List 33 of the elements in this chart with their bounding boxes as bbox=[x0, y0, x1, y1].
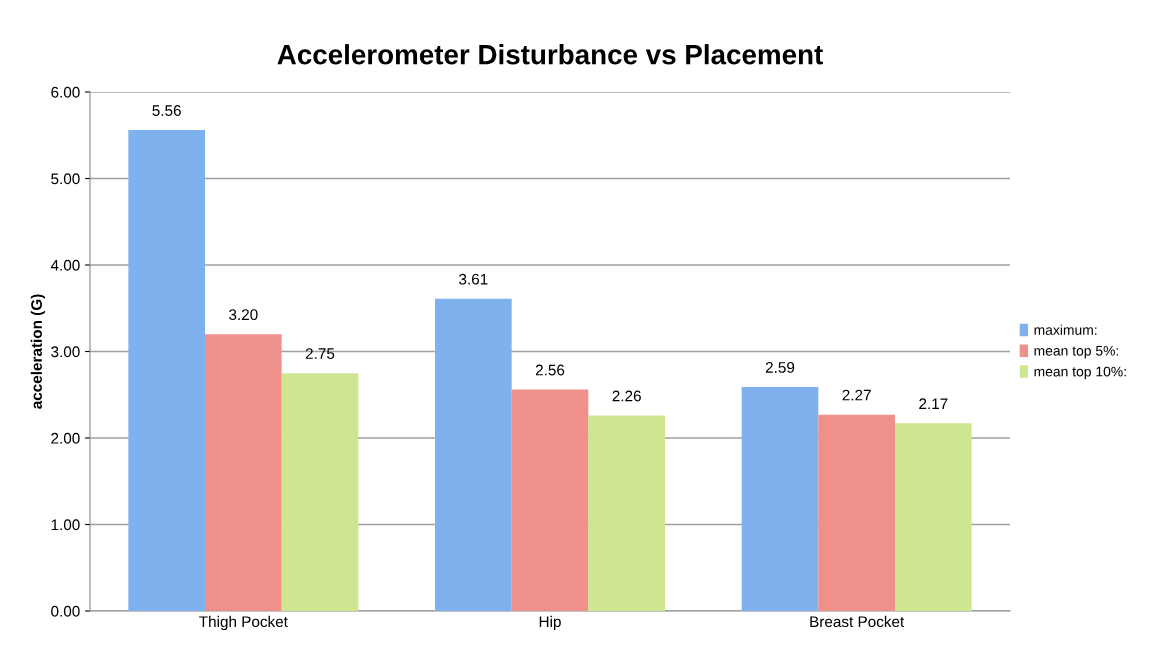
data-label: 5.56 bbox=[152, 105, 181, 116]
data-label: 2.27 bbox=[842, 389, 871, 401]
bar bbox=[741, 386, 819, 611]
bar bbox=[435, 298, 512, 611]
bar bbox=[511, 389, 589, 611]
x-tick-label: Breast Pocket bbox=[810, 615, 905, 628]
bar bbox=[588, 415, 665, 611]
y-axis-title: acceleration (G) bbox=[30, 294, 45, 409]
x-tick-label: Thigh Pocket bbox=[199, 615, 288, 631]
legend-label: mean top 5%: bbox=[1034, 345, 1119, 359]
data-label: 2.59 bbox=[765, 362, 795, 373]
data-label: 3.20 bbox=[229, 309, 258, 321]
bar bbox=[895, 423, 972, 611]
y-tick-label: 3.00 bbox=[51, 346, 80, 358]
legend-label: mean top 10%: bbox=[1034, 366, 1126, 380]
data-label: 2.17 bbox=[919, 398, 948, 410]
data-label: 3.61 bbox=[459, 273, 488, 285]
y-tick-label: 6.00 bbox=[51, 86, 80, 98]
y-tick-label: 5.00 bbox=[51, 173, 80, 185]
chart-title: Accelerometer Disturbance vs Placement bbox=[277, 44, 823, 65]
data-label: 2.26 bbox=[612, 390, 641, 402]
x-tick-label: Hip bbox=[539, 615, 561, 631]
y-tick-label: 2.00 bbox=[51, 432, 80, 444]
y-tick-label: 0.00 bbox=[51, 605, 80, 617]
y-tick-label: 1.00 bbox=[51, 519, 80, 531]
legend-label: maximum: bbox=[1034, 324, 1097, 335]
bar bbox=[818, 414, 895, 611]
bar bbox=[128, 130, 205, 611]
data-label: 2.75 bbox=[305, 348, 335, 359]
data-label: 2.56 bbox=[535, 364, 565, 376]
y-tick-label: 4.00 bbox=[50, 259, 80, 271]
bar bbox=[281, 373, 359, 611]
bar bbox=[205, 334, 282, 611]
